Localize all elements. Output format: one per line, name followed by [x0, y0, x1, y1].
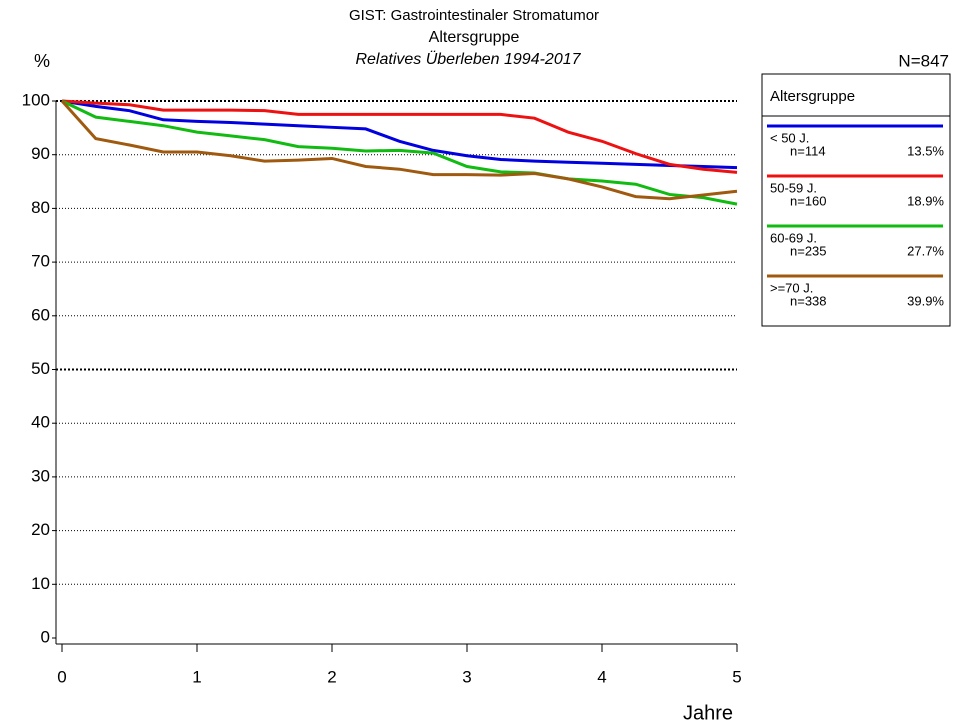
y-tick-label: 80 [31, 198, 50, 217]
y-axis-label: % [34, 51, 50, 71]
survival-line [61, 99, 738, 206]
y-tick-label: 10 [31, 574, 50, 593]
y-tick-label: 50 [31, 359, 50, 378]
legend-count: n=338 [790, 293, 827, 308]
survival-line [61, 99, 738, 170]
y-tick-label: 90 [31, 144, 50, 163]
chart-title-2: Altersgruppe [429, 29, 520, 46]
y-tick-label: 20 [31, 520, 50, 539]
x-tick-label: 4 [597, 667, 606, 686]
legend-label: >=70 J. [770, 280, 813, 295]
x-tick-label: 0 [57, 667, 66, 686]
x-tick-label: 3 [462, 667, 471, 686]
legend-share: 13.5% [907, 143, 944, 158]
chart-title: GIST: Gastrointestinaler Stromatumor [349, 7, 599, 24]
legend-share: 18.9% [907, 193, 944, 208]
legend-share: 39.9% [907, 293, 944, 308]
x-axis-label: Jahre [683, 702, 733, 724]
legend-box [761, 73, 951, 327]
chart-subtitle: Relatives Überleben 1994-2017 [355, 50, 581, 68]
legend-count: n=235 [790, 243, 827, 258]
y-tick-label: 60 [31, 305, 50, 324]
legend-label: 60-69 J. [770, 230, 817, 245]
legend-count: n=114 [790, 143, 826, 158]
legend-label: < 50 J. [770, 130, 809, 145]
legend-title: Altersgruppe [770, 88, 855, 105]
y-tick-label: 70 [31, 252, 50, 271]
y-tick-label: 100 [22, 90, 50, 109]
y-tick-label: 40 [31, 413, 50, 432]
legend-count: n=160 [790, 193, 827, 208]
legend-label: 50-59 J. [770, 180, 817, 195]
x-tick-label: 2 [327, 667, 336, 686]
survival-line [60, 99, 738, 201]
legend-share: 27.7% [907, 243, 944, 258]
x-tick-label: 5 [732, 667, 741, 686]
y-tick-label: 30 [31, 466, 50, 485]
survival-line [61, 99, 738, 174]
total-count: N=847 [898, 51, 949, 70]
x-tick-label: 1 [192, 667, 201, 686]
y-tick-label: 0 [41, 627, 50, 646]
